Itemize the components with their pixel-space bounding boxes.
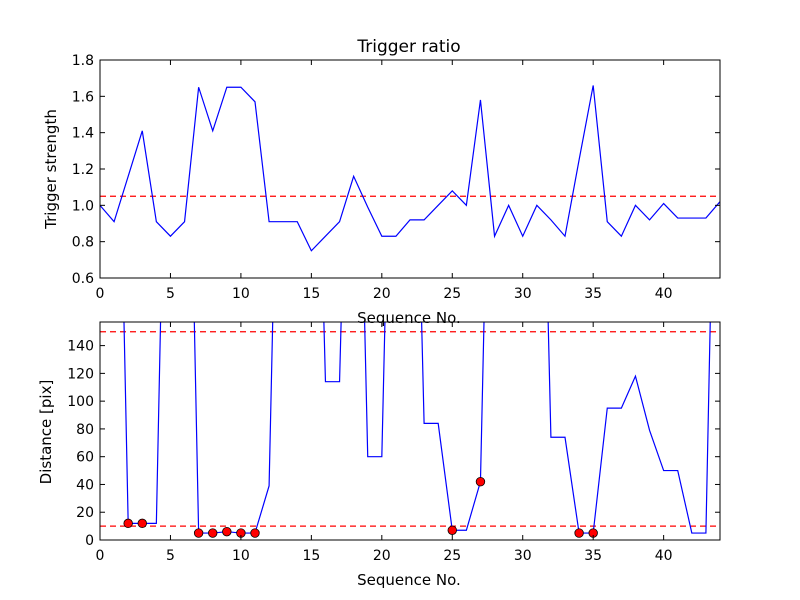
top-y-axis-label: Trigger strength [42, 109, 60, 230]
bottom-marker-point [222, 526, 232, 537]
chart-title: Trigger ratio [356, 37, 460, 57]
bottom-y-tick-label: 100 [67, 394, 94, 410]
bottom-marker-point [447, 525, 457, 535]
bottom-y-tick-label: 80 [76, 422, 94, 438]
top-y-tick-label: 0.6 [72, 271, 94, 287]
top-x-tick-label: 15 [302, 286, 320, 302]
bottom-x-tick-label: 30 [514, 548, 532, 564]
bottom-x-tick-label: 0 [96, 548, 105, 564]
bottom-x-tick-label: 40 [655, 548, 673, 564]
bottom-y-axis-label: Distance [pix] [37, 380, 55, 485]
top-y-tick-label: 1.4 [72, 126, 94, 142]
top-y-tick-label: 0.8 [72, 235, 94, 251]
top-x-tick-label: 25 [443, 286, 461, 302]
bottom-x-tick-label: 35 [584, 548, 602, 564]
bottom-chart-panel: 0 5 10 15 20 25 30 35 40 0 20 40 60 80 100 120 140 [67, 321, 721, 564]
top-x-tick-label: 5 [166, 286, 175, 302]
top-y-tick-label: 1.2 [72, 162, 94, 178]
top-x-tick-label: 40 [655, 286, 673, 302]
bottom-marker-point [137, 518, 147, 529]
top-y-tick-label: 1.0 [72, 198, 94, 214]
top-series-line-0 [100, 85, 720, 252]
top-x-tick-label: 30 [514, 286, 532, 302]
top-x-tick-label: 20 [373, 286, 391, 302]
top-x-axis-label: Sequence No. [357, 309, 461, 327]
bottom-y-tick-label: 40 [76, 477, 94, 493]
bottom-y-tick-label: 0 [85, 533, 94, 549]
top-y-tick-label: 1.8 [72, 53, 94, 69]
bottom-marker-point [475, 476, 486, 487]
bottom-plot-frame [99, 321, 721, 541]
bottom-y-tick-label: 120 [67, 366, 94, 382]
bottom-marker-point [574, 528, 584, 538]
top-chart-panel: 0 5 10 15 20 25 30 35 40 0.6 0.8 1.0 1.2 1.4 1.6 1.8 [72, 53, 721, 302]
bottom-marker-point [193, 528, 204, 538]
bottom-x-tick-label: 10 [232, 548, 250, 564]
top-x-tick-label: 10 [232, 286, 250, 302]
top-y-tick-label: 1.6 [72, 89, 94, 105]
bottom-y-tick-label: 60 [76, 450, 94, 466]
bottom-series-line-0 [123, 322, 711, 534]
bottom-x-tick-label: 5 [166, 548, 175, 564]
bottom-x-tick-label: 25 [443, 548, 461, 564]
bottom-y-tick-label: 20 [76, 505, 94, 521]
top-x-tick-label: 35 [584, 286, 602, 302]
bottom-x-axis-label: Sequence No. [357, 571, 461, 589]
bottom-y-tick-label: 140 [67, 339, 94, 355]
bottom-x-tick-label: 15 [302, 548, 320, 564]
bottom-marker-point [250, 528, 260, 538]
bottom-marker-point [123, 518, 133, 529]
top-x-tick-label: 0 [96, 286, 105, 302]
bottom-x-tick-label: 20 [373, 548, 391, 564]
bottom-marker-point [208, 528, 218, 538]
